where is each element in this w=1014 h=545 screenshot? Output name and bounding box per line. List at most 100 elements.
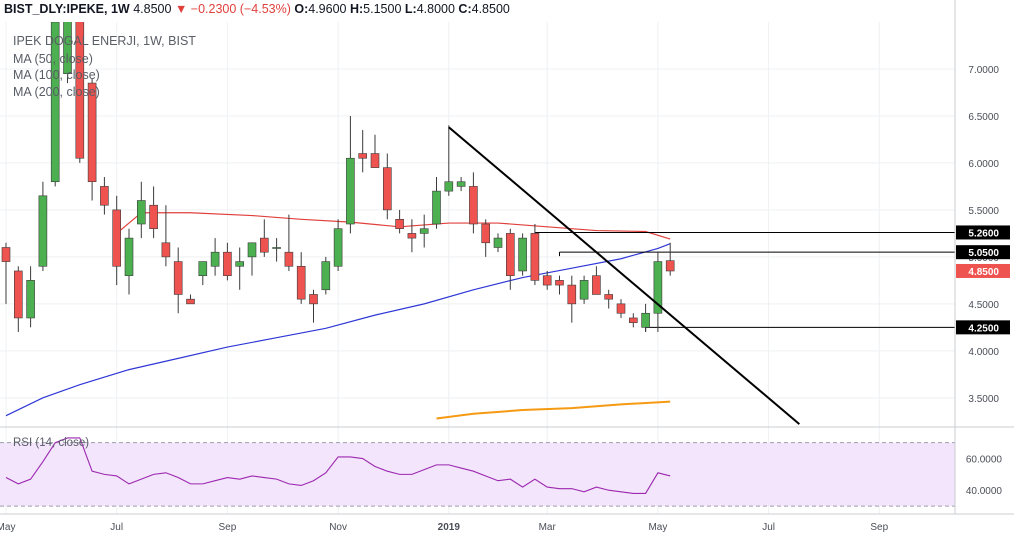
price-tick-label: 5.5000 — [968, 206, 999, 217]
low-value: 4.8000 — [416, 2, 455, 16]
candle-body — [604, 294, 614, 300]
ma100-line — [5, 243, 671, 417]
candle-body — [358, 153, 368, 159]
candle-body — [469, 186, 478, 225]
level-price-label-bg — [956, 225, 1010, 240]
candles — [1, 22, 675, 333]
candle-body — [518, 237, 527, 272]
candle-body — [555, 280, 564, 286]
candle-body — [87, 82, 97, 183]
close-label: C: — [458, 2, 472, 16]
time-tick-label: May — [0, 522, 15, 533]
time-tick-label: May — [648, 522, 667, 533]
candle-body — [505, 233, 515, 276]
close-value: 4.8500 — [471, 2, 510, 16]
rsi-tick-label: 60.0000 — [966, 455, 1003, 466]
candle-body — [628, 317, 638, 323]
candle-body — [382, 167, 392, 211]
candle-body — [542, 275, 552, 286]
candle-body — [259, 237, 269, 253]
open-value: 4.9600 — [308, 2, 347, 16]
rsi-legend[interactable]: RSI (14, close) — [13, 437, 90, 449]
price-change: −0.2300 (−4.53%) — [190, 2, 291, 16]
candle-body — [198, 261, 208, 276]
candle-body — [370, 153, 380, 168]
candle-body — [481, 223, 491, 244]
high-value: 5.1500 — [363, 2, 402, 16]
candle-body — [407, 233, 417, 239]
candle-body — [223, 251, 232, 276]
high-label: H: — [349, 2, 364, 16]
candle-body — [653, 261, 663, 314]
ma200-line — [436, 400, 671, 420]
candle-body — [592, 275, 601, 295]
down-arrow-icon: ▼ — [174, 2, 188, 16]
price-tick-label: 3.5000 — [968, 394, 999, 405]
trendline-group[interactable] — [448, 126, 800, 425]
rsi-pane — [0, 437, 955, 507]
candle-body — [137, 200, 146, 225]
candle-body — [75, 22, 85, 159]
price-labels: 5.2600 5.0500 4.2500 4.8500 — [956, 225, 1010, 335]
candle-body — [149, 204, 158, 229]
time-tick-label: Sep — [870, 522, 888, 533]
candle-body — [1, 247, 11, 262]
trendline[interactable] — [448, 126, 800, 425]
legend-ma200[interactable]: MA (200, close) — [13, 85, 100, 99]
candle-body — [112, 209, 121, 267]
candle-body — [50, 22, 60, 183]
legend-title[interactable]: IPEK DOGAL ENERJI, 1W, BIST — [13, 34, 196, 48]
candle-body — [641, 312, 650, 328]
last-price-label: 4.8500 — [968, 267, 999, 278]
candle-body — [432, 190, 441, 225]
time-tick-label: Nov — [329, 522, 347, 533]
candle-body — [616, 303, 626, 314]
candle-body — [173, 261, 183, 295]
time-tick-label: Mar — [539, 522, 557, 533]
chart-header: BIST_DLY:IPEKE, 1W 4.8500 ▼ −0.2300 (−4.… — [4, 2, 510, 16]
candle-body — [161, 242, 171, 258]
candle-body — [419, 228, 429, 234]
candle-body — [124, 237, 134, 276]
candle-body — [346, 157, 355, 225]
candle-body — [100, 186, 109, 206]
time-tick-label: Sep — [219, 522, 237, 533]
price-tick-label: 7.0000 — [968, 65, 999, 76]
candle-body — [309, 294, 318, 305]
low-label: L: — [404, 2, 417, 16]
candle-body — [38, 195, 48, 267]
price-tick-label: 6.5000 — [968, 112, 999, 123]
price-tick-label: 4.5000 — [968, 300, 999, 311]
level-price-label: 5.2600 — [968, 228, 999, 239]
time-tick-label: Jul — [762, 522, 775, 533]
last-price-label-bg — [956, 263, 1010, 278]
candle-body — [210, 251, 220, 267]
legend-ma100[interactable]: MA (100, close) — [13, 68, 100, 82]
candle-body — [567, 284, 577, 305]
rsi-line — [5, 437, 671, 494]
candle-body — [456, 181, 466, 187]
legend-ma50[interactable]: MA (50, close) — [13, 52, 93, 66]
candle-body — [284, 251, 294, 267]
symbol-label: BIST_DLY:IPEKE, 1W — [4, 2, 130, 16]
candle-body — [333, 228, 343, 267]
candle-body — [272, 247, 281, 249]
candle-body — [395, 219, 404, 229]
rsi-tick-label: 40.0000 — [966, 486, 1003, 497]
time-tick-label: 2019 — [438, 522, 461, 533]
level-price-label: 4.2500 — [968, 323, 999, 334]
level-price-label: 5.0500 — [968, 248, 999, 259]
price-tick-label: 6.0000 — [968, 159, 999, 170]
candle-body — [665, 260, 675, 272]
candle-body — [235, 261, 244, 267]
candle-body — [321, 261, 331, 291]
candle-body — [186, 298, 195, 305]
candle-body — [530, 233, 540, 281]
time-tick-label: Jul — [110, 522, 123, 533]
candle-body — [296, 265, 306, 300]
candle-body — [493, 237, 503, 248]
last-price: 4.8500 — [133, 2, 172, 16]
open-label: O: — [294, 2, 309, 16]
level-price-label-bg — [956, 245, 1010, 260]
